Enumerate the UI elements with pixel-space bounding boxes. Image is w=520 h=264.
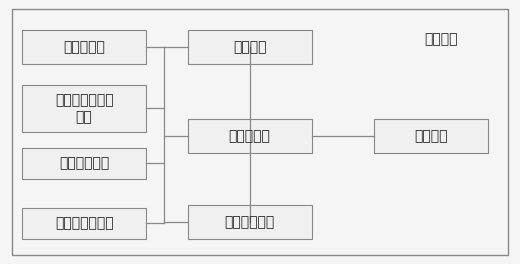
Text: 视频采集单元: 视频采集单元: [225, 215, 275, 229]
FancyBboxPatch shape: [374, 119, 488, 153]
Text: 通信装置: 通信装置: [414, 129, 447, 143]
FancyBboxPatch shape: [188, 30, 311, 64]
Text: 超声波传感器: 超声波传感器: [59, 156, 109, 170]
Text: 放射性同位素探
测器: 放射性同位素探 测器: [55, 93, 113, 124]
FancyBboxPatch shape: [188, 119, 311, 153]
Text: 存储单元: 存储单元: [233, 40, 266, 54]
FancyBboxPatch shape: [188, 205, 311, 239]
FancyBboxPatch shape: [22, 85, 146, 132]
Text: 电源模块: 电源模块: [424, 32, 458, 46]
FancyBboxPatch shape: [22, 208, 146, 239]
FancyBboxPatch shape: [22, 148, 146, 179]
Text: 霍尔传感器: 霍尔传感器: [63, 40, 105, 54]
Text: 中央处理器: 中央处理器: [229, 129, 270, 143]
FancyBboxPatch shape: [22, 30, 146, 64]
Text: 磁场强度探测器: 磁场强度探测器: [55, 216, 113, 230]
